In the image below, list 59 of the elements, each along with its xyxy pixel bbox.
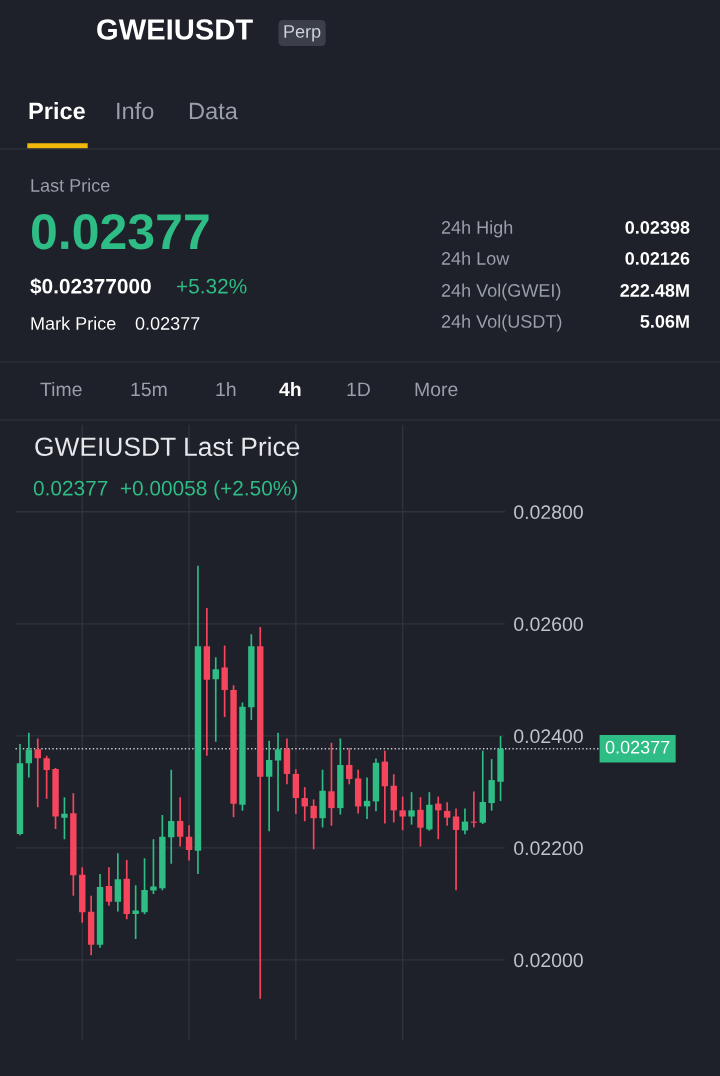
text: 15m bbox=[131, 382, 167, 397]
candlestick bbox=[168, 769, 175, 864]
text: 24h High bbox=[441, 220, 513, 238]
candlestick bbox=[61, 797, 68, 840]
text: Time bbox=[40, 381, 82, 397]
text: 222.48M bbox=[620, 284, 689, 297]
candlestick bbox=[408, 792, 415, 825]
text: Data bbox=[189, 102, 238, 120]
text: 5.06M bbox=[640, 315, 689, 328]
candlestick bbox=[417, 797, 424, 847]
candlestick bbox=[141, 858, 148, 915]
text: Info bbox=[117, 102, 154, 120]
text: +5.32% bbox=[177, 278, 247, 294]
candlestick bbox=[488, 759, 495, 811]
candlestick bbox=[399, 796, 406, 831]
candlestick bbox=[176, 797, 184, 847]
y-tick-label: 0.02200 bbox=[514, 841, 583, 856]
text: 0.02398 bbox=[625, 221, 690, 234]
candlestick bbox=[265, 740, 273, 832]
text: 4h bbox=[279, 381, 301, 397]
text: Mark Price bbox=[31, 316, 116, 330]
candlestick bbox=[114, 853, 122, 912]
candlestick bbox=[132, 885, 139, 939]
candlestick bbox=[221, 645, 228, 718]
text: 1h bbox=[216, 381, 236, 397]
y-tick-label: 0.02400 bbox=[514, 729, 583, 744]
candlestick bbox=[443, 802, 451, 826]
y-tick-label: 0.02600 bbox=[514, 617, 583, 632]
candlestick bbox=[105, 867, 113, 906]
candlestick bbox=[43, 755, 50, 799]
y-tick-label: 0.02800 bbox=[514, 505, 583, 520]
candlestick bbox=[346, 747, 353, 785]
text: 0.02377 bbox=[31, 214, 209, 250]
text: Price bbox=[29, 102, 85, 120]
text: 24h Vol(GWEI) bbox=[441, 283, 561, 301]
text: 24h Vol(USDT) bbox=[441, 314, 562, 332]
text: 1D bbox=[347, 382, 370, 397]
text: 0.02126 bbox=[625, 252, 690, 265]
candlestick bbox=[328, 742, 335, 826]
text: Last Price bbox=[31, 178, 110, 192]
text: 0.02377 +0.00058 (+2.50%) bbox=[33, 480, 297, 500]
candlestick bbox=[212, 657, 219, 742]
candlestick bbox=[185, 825, 193, 861]
candlestick bbox=[452, 808, 460, 891]
text: More bbox=[415, 382, 458, 397]
candlestick bbox=[461, 808, 469, 835]
y-tick-label: 0.02000 bbox=[514, 953, 583, 968]
text: $0.02377000 bbox=[30, 277, 151, 295]
text: GWEIUSDT bbox=[97, 19, 253, 40]
text: 0.02377 bbox=[135, 317, 200, 330]
candlestick bbox=[310, 799, 317, 850]
text: Perp bbox=[284, 25, 321, 42]
ref-line-label: 0.02377 bbox=[605, 740, 670, 754]
candlestick bbox=[479, 750, 486, 825]
candlestick bbox=[25, 732, 33, 778]
text: 24h Low bbox=[441, 251, 510, 265]
chart-title: GWEIUSDT Last Price bbox=[35, 436, 300, 457]
candlestick bbox=[34, 738, 41, 808]
candlestick bbox=[274, 732, 282, 812]
